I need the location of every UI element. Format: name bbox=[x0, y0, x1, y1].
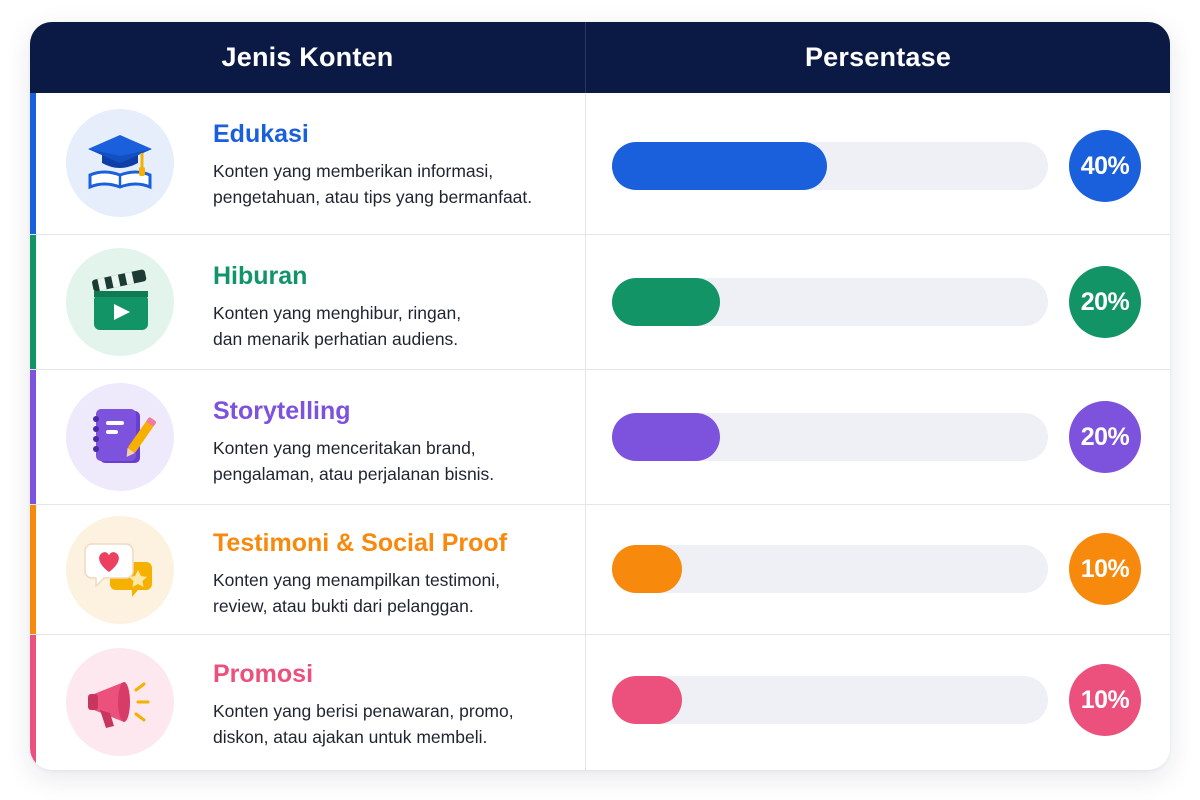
content-type-description: Konten yang menampilkan testimoni, revie… bbox=[213, 570, 500, 616]
progress-fill bbox=[612, 545, 682, 593]
content-type-description: Konten yang menghibur, ringan, dan menar… bbox=[213, 303, 462, 349]
table-body: Edukasi Konten yang memberikan informasi… bbox=[30, 93, 1170, 770]
percentage-badge: 10% bbox=[1069, 664, 1141, 736]
content-type-cell: Edukasi Konten yang memberikan informasi… bbox=[30, 93, 586, 234]
percentage-cell: 40% bbox=[586, 93, 1170, 234]
column-header-content-type: Jenis Konten bbox=[30, 22, 586, 93]
row-accent-bar bbox=[30, 235, 36, 369]
progress-track bbox=[612, 545, 1048, 593]
content-type-cell: Promosi Konten yang berisi penawaran, pr… bbox=[30, 635, 586, 770]
content-type-cell: Hiburan Konten yang menghibur, ringan, d… bbox=[30, 235, 586, 369]
heart-speech-bubble-icon bbox=[66, 516, 174, 624]
graduation-cap-icon bbox=[66, 109, 174, 217]
content-type-table: Jenis Konten Persentase bbox=[30, 22, 1170, 770]
notebook-pencil-icon bbox=[66, 383, 174, 491]
progress-fill bbox=[612, 142, 828, 190]
clapperboard-icon bbox=[66, 248, 174, 356]
content-type-description: Konten yang berisi penawaran, promo, dis… bbox=[213, 701, 514, 747]
percentage-badge: 20% bbox=[1069, 401, 1141, 473]
table-row: Promosi Konten yang berisi penawaran, pr… bbox=[30, 635, 1170, 770]
column-header-percentage: Persentase bbox=[804, 42, 952, 72]
progress-fill bbox=[612, 676, 682, 724]
content-type-text: Hiburan Konten yang menghibur, ringan, d… bbox=[213, 262, 461, 352]
content-type-description: Konten yang memberikan informasi, penget… bbox=[213, 161, 533, 207]
row-accent-bar bbox=[30, 635, 36, 770]
progress-track bbox=[612, 142, 1048, 190]
percentage-cell: 10% bbox=[586, 635, 1170, 770]
table-row: Hiburan Konten yang menghibur, ringan, d… bbox=[30, 235, 1170, 370]
progress-fill bbox=[612, 278, 720, 326]
percentage-badge: 10% bbox=[1069, 533, 1141, 605]
percentage-badge: 20% bbox=[1069, 266, 1141, 338]
table-row: Edukasi Konten yang memberikan informasi… bbox=[30, 93, 1170, 235]
row-accent-bar bbox=[30, 93, 36, 234]
percentage-badge: 40% bbox=[1069, 130, 1141, 202]
percentage-cell: 20% bbox=[586, 370, 1170, 504]
content-type-text: Edukasi Konten yang memberikan informasi… bbox=[213, 120, 532, 210]
content-type-text: Storytelling Konten yang menceritakan br… bbox=[213, 397, 494, 487]
content-type-description: Konten yang menceritakan brand, pengalam… bbox=[213, 438, 495, 484]
percentage-cell: 20% bbox=[586, 235, 1170, 369]
table-row: Storytelling Konten yang menceritakan br… bbox=[30, 370, 1170, 505]
megaphone-icon bbox=[66, 648, 174, 756]
progress-track bbox=[612, 278, 1048, 326]
row-accent-bar bbox=[30, 370, 36, 504]
progress-track bbox=[612, 413, 1048, 461]
progress-fill bbox=[612, 413, 720, 461]
content-type-title: Promosi bbox=[213, 660, 314, 688]
row-accent-bar bbox=[30, 505, 36, 634]
progress-track bbox=[612, 676, 1048, 724]
content-type-title: Edukasi bbox=[213, 120, 309, 148]
percentage-cell: 10% bbox=[586, 505, 1170, 634]
content-type-text: Testimoni & Social Proof Konten yang men… bbox=[213, 529, 507, 619]
content-type-title: Testimoni & Social Proof bbox=[213, 529, 508, 557]
table-row: Testimoni & Social Proof Konten yang men… bbox=[30, 505, 1170, 635]
content-type-title: Storytelling bbox=[213, 397, 351, 425]
content-type-cell: Testimoni & Social Proof Konten yang men… bbox=[30, 505, 586, 634]
content-type-cell: Storytelling Konten yang menceritakan br… bbox=[30, 370, 586, 504]
content-type-title: Hiburan bbox=[213, 262, 308, 290]
content-type-text: Promosi Konten yang berisi penawaran, pr… bbox=[213, 660, 514, 750]
table-header: Jenis Konten Persentase bbox=[30, 22, 1170, 93]
